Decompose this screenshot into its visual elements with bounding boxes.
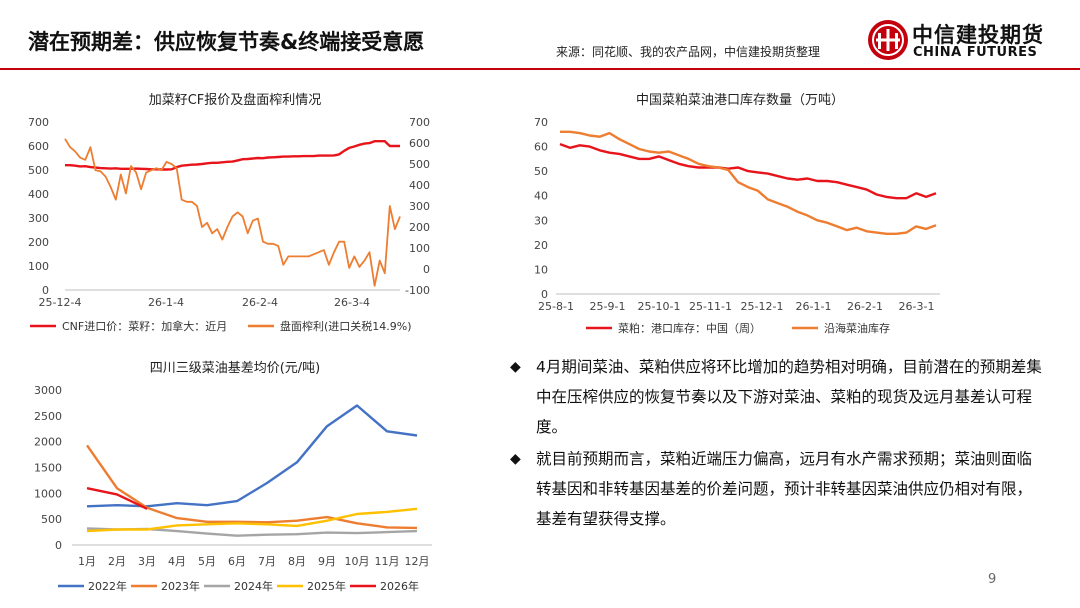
page-number: 9: [988, 572, 997, 587]
company-logo: 中信建投期货 CHINA FUTURES: [866, 16, 1066, 66]
x-tick-label: 26-3-1: [899, 300, 935, 313]
chart1-title: 加菜籽CF报价及盘面榨利情况: [148, 93, 322, 108]
x-tick-label: 26-1-4: [148, 296, 184, 309]
y-tick-label-right: 0: [423, 263, 430, 276]
y-tick-label-right: -100: [405, 284, 430, 297]
y-tick-label-right: 600: [409, 137, 430, 150]
y-tick-label: 0: [541, 288, 548, 301]
x-tick-label: 25-10-1: [638, 300, 681, 313]
page-title: 潜在预期差：供应恢复节奏&终端接受意愿: [28, 30, 425, 54]
y-tick-label: 1500: [34, 462, 62, 475]
x-tick-label: 25-11-1: [689, 300, 732, 313]
x-tick-label: 25-12-4: [39, 296, 82, 309]
y-tick-label-left: 100: [28, 260, 49, 273]
y-tick-label: 40: [534, 190, 548, 203]
y-tick-label: 30: [534, 214, 548, 227]
series-line: [86, 404, 418, 508]
header-divider: [0, 68, 1080, 70]
y-tick-label-right: 200: [409, 221, 430, 234]
y-tick-label: 10: [534, 263, 548, 276]
y-tick-label-right: 400: [409, 179, 430, 192]
commentary: ◆ 4月期间菜油、菜粕供应将环比增加的趋势相对明确，目前潜在的预期差集中在压榨供…: [510, 352, 1045, 536]
series-line: [86, 444, 418, 530]
y-tick-label-left: 700: [28, 116, 49, 129]
x-tick-label: 9月: [318, 555, 336, 568]
series-line: [560, 130, 937, 235]
chart3-title: 四川三级菜油基差均价(元/吨): [149, 361, 321, 376]
x-tick-label: 10月: [345, 555, 370, 568]
legend-label: 菜粕：港口库存：中国（周）: [618, 321, 761, 335]
y-tick-label-right: 700: [409, 116, 430, 129]
y-tick-label-right: 500: [409, 158, 430, 171]
y-tick-label: 20: [534, 239, 548, 252]
x-tick-label: 26-2-4: [242, 296, 278, 309]
x-tick-label: 2月: [108, 555, 126, 568]
x-tick-label: 7月: [258, 555, 276, 568]
logo-text-cn: 中信建投期货: [912, 23, 1044, 47]
legend-label: 2026年: [380, 579, 419, 593]
canola-cf-chart: 0 100 200 300 400 500 600 700 -100 0 100 200 300 400 5…: [28, 116, 430, 333]
legend-label: 盘面榨利(进口关税14.9%): [280, 319, 412, 333]
y-tick-label: 2500: [34, 410, 62, 423]
legend-label: 2022年: [88, 579, 127, 593]
legend-label: CNF进口价：菜籽：加拿大：近月: [62, 319, 227, 333]
x-tick-label: 26-2-1: [847, 300, 883, 313]
x-tick-label: 26-1-1: [796, 300, 832, 313]
y-tick-label-left: 600: [28, 140, 49, 153]
y-tick-label: 60: [534, 141, 548, 154]
diamond-bullet-icon: ◆: [510, 359, 521, 375]
y-tick-label: 2000: [34, 436, 62, 449]
logo-text-en: CHINA FUTURES: [913, 45, 1038, 60]
series-line: [559, 142, 937, 200]
legend-label: 沿海菜油库存: [824, 321, 890, 335]
bullet-text: 就目前预期而言，菜粕近端压力偏高，远月有水产需求预期；菜油则面临转基因和非转基因…: [536, 450, 1033, 528]
bullet-item: ◆ 就目前预期而言，菜粕近端压力偏高，远月有水产需求预期；菜油则面临转基因和非转…: [510, 444, 1045, 534]
y-tick-label: 70: [534, 116, 548, 129]
x-tick-label: 12月: [405, 555, 430, 568]
y-tick-label-right: 100: [409, 242, 430, 255]
x-tick-label: 25-8-1: [538, 300, 574, 313]
series-line: [65, 140, 400, 171]
x-tick-label: 26-3-4: [334, 296, 370, 309]
bullet-text: 4月期间菜油、菜粕供应将环比增加的趋势相对明确，目前潜在的预期差集中在压榨供应的…: [536, 358, 1042, 436]
series-line: [64, 138, 401, 287]
chart2-title: 中国菜粕菜油港口库存数量（万吨）: [635, 93, 844, 108]
y-tick-label-left: 400: [28, 188, 49, 201]
x-tick-label: 25-12-1: [741, 300, 784, 313]
y-tick-label: 3000: [34, 384, 62, 397]
y-tick-label-right: 300: [409, 200, 430, 213]
y-tick-label: 500: [41, 513, 62, 526]
y-tick-label: 1000: [34, 487, 62, 500]
x-tick-label: 6月: [228, 555, 246, 568]
y-tick-label-left: 300: [28, 212, 49, 225]
diamond-bullet-icon: ◆: [510, 451, 521, 467]
legend-label: 2025年: [307, 579, 346, 593]
y-tick-label: 0: [55, 539, 62, 552]
legend-label: 2024年: [234, 579, 273, 593]
x-tick-label: 4月: [168, 555, 186, 568]
port-inventory-chart: 0 10 20 30 40 50 60 70 25-8-1 25-9-1 25-10-1 25-11-…: [534, 116, 940, 335]
x-tick-label: 1月: [78, 555, 96, 568]
series-line: [86, 507, 418, 533]
logo-emblem-icon: [868, 20, 908, 60]
x-tick-label: 3月: [138, 555, 156, 568]
legend-label: 2023年: [161, 579, 200, 593]
x-tick-label: 8月: [288, 555, 306, 568]
x-tick-label: 5月: [198, 555, 216, 568]
x-tick-label: 25-9-1: [590, 300, 626, 313]
y-tick-label-left: 500: [28, 164, 49, 177]
y-tick-label-left: 0: [42, 284, 49, 297]
bullet-item: ◆ 4月期间菜油、菜粕供应将环比增加的趋势相对明确，目前潜在的预期差集中在压榨供…: [510, 352, 1045, 442]
source-note: 来源：同花顺、我的农产品网，中信建投期货整理: [556, 45, 821, 59]
x-tick-label: 11月: [375, 555, 400, 568]
series-line: [86, 487, 148, 510]
y-tick-label: 50: [534, 165, 548, 178]
sichuan-basis-chart: 0 500 1000 1500 2000 2500 3000 1月 2月 3月 4月 5月 6月 7月 8月…: [34, 384, 432, 593]
y-tick-label-left: 200: [28, 236, 49, 249]
